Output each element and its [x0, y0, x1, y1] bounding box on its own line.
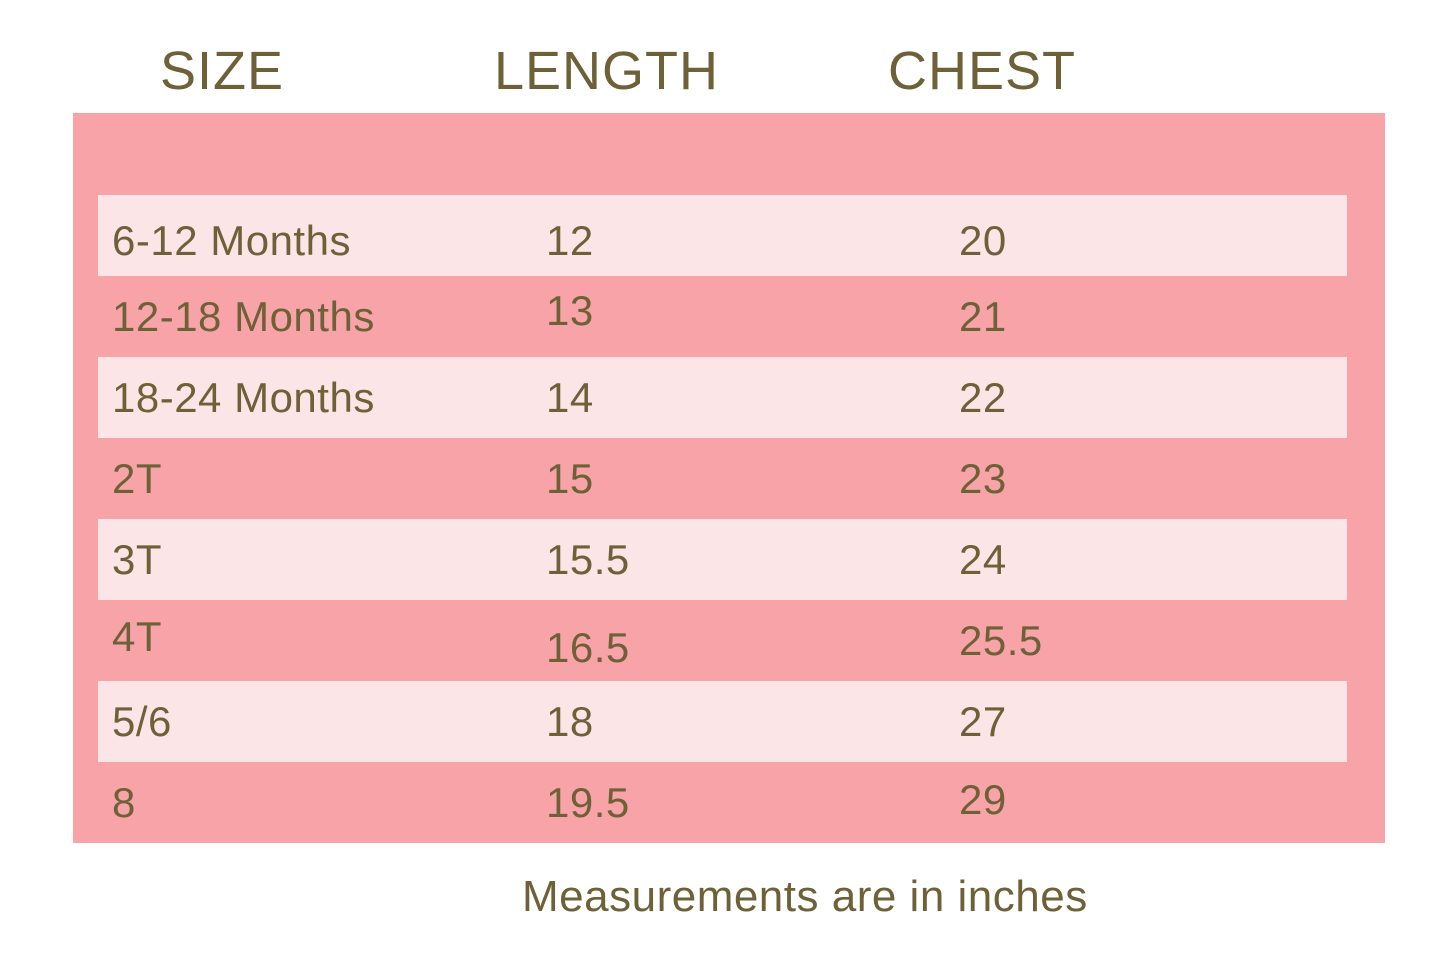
- chest-cell: 23: [959, 454, 1007, 502]
- length-cell: 18: [546, 697, 594, 745]
- column-header-chest: CHEST: [888, 41, 1077, 101]
- size-cell: 2T: [112, 454, 163, 502]
- chest-cell: 27: [959, 697, 1007, 745]
- size-cell: 6-12 Months: [112, 216, 351, 264]
- chest-cell: 25.5: [959, 616, 1043, 664]
- chest-cell: 20: [959, 216, 1007, 264]
- length-cell: 16.5: [546, 623, 630, 671]
- size-cell: 18-24 Months: [112, 373, 375, 421]
- table-row: 4T 16.5 25.5: [73, 600, 1385, 681]
- row-highlight-band: [98, 195, 1347, 276]
- table-row: 2T 15 23: [73, 438, 1385, 519]
- chest-cell: 22: [959, 373, 1007, 421]
- table-row: 5/6 18 27: [73, 681, 1385, 762]
- column-header-length: LENGTH: [494, 41, 720, 101]
- size-cell: 8: [112, 778, 136, 826]
- size-chart-panel: 6-12 Months 12 20 12-18 Months 13 21 18-…: [73, 113, 1385, 843]
- size-cell: 12-18 Months: [112, 292, 375, 340]
- length-cell: 15.5: [546, 535, 630, 583]
- length-cell: 14: [546, 373, 594, 421]
- table-row: 6-12 Months 12 20: [73, 195, 1385, 276]
- column-header-size: SIZE: [160, 41, 285, 101]
- size-cell: 3T: [112, 535, 163, 583]
- measurements-note: Measurements are in inches: [522, 872, 1088, 921]
- chest-cell: 21: [959, 292, 1007, 340]
- row-highlight-band: [98, 681, 1347, 762]
- chest-cell: 24: [959, 535, 1007, 583]
- table-row: 8 19.5 29: [73, 762, 1385, 843]
- table-row: 18-24 Months 14 22: [73, 357, 1385, 438]
- row-highlight-band: [98, 519, 1347, 600]
- row-highlight-band: [98, 357, 1347, 438]
- length-cell: 15: [546, 454, 594, 502]
- length-cell: 13: [546, 286, 594, 334]
- chest-cell: 29: [959, 775, 1007, 823]
- size-cell: 4T: [112, 612, 163, 660]
- table-row: 12-18 Months 13 21: [73, 276, 1385, 357]
- length-cell: 19.5: [546, 778, 630, 826]
- table-row: 3T 15.5 24: [73, 519, 1385, 600]
- size-cell: 5/6: [112, 697, 172, 745]
- panel-top-spacer: [73, 113, 1385, 195]
- length-cell: 12: [546, 216, 594, 264]
